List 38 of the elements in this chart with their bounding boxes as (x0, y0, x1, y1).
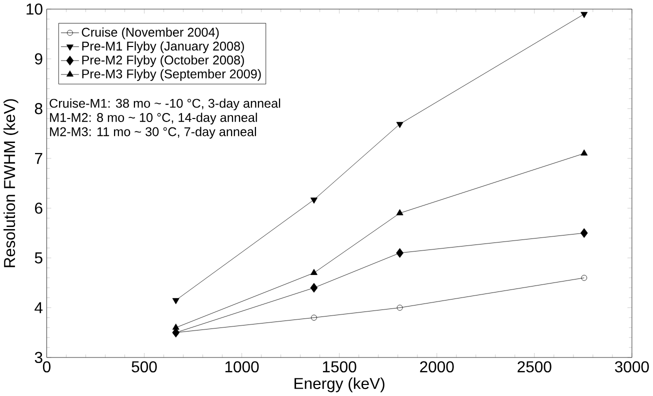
point (580, 12, 588, 18)
y-tick-label: 8 (34, 103, 42, 114)
y-axis-title: Resolution FWHM (keV) (4, 99, 18, 268)
x-axis-title: Energy (keV) (294, 378, 384, 392)
y-tick-label: 9 (34, 53, 42, 65)
legend-label: Pre-M1 Flyby (January 2008) (82, 41, 244, 54)
x-tick-label: 1000 (225, 361, 259, 373)
y-tick-label: 5 (34, 252, 42, 264)
point (396, 248, 404, 258)
point (172, 324, 180, 330)
x-tick-label: 500 (132, 361, 157, 373)
point (580, 228, 588, 238)
x-tick-label: 3000 (614, 361, 649, 373)
legend-label: Cruise (November 2004) (82, 28, 219, 40)
annotation: M2-M3: 11 mo ~ 30 °C, 7-day anneal (50, 127, 256, 139)
point (310, 269, 318, 276)
point (396, 209, 404, 216)
y-tick-label: 4 (34, 302, 43, 314)
point (396, 122, 404, 128)
x-tick-label: 2500 (518, 361, 552, 373)
y-tick-label: 3 (34, 352, 42, 364)
point (581, 275, 588, 281)
y-tick-label: 10 (26, 4, 42, 15)
x-tick-label: 0 (42, 361, 50, 373)
point (310, 198, 318, 204)
x-tick-label: 1500 (322, 361, 356, 373)
point (310, 283, 318, 293)
y-tick-label: 7 (35, 153, 42, 164)
legend-label: Pre-M3 Flyby (September 2009) (82, 69, 261, 82)
annotation: M1-M2: 8 mo ~ 10 °C, 14-day anneal (50, 112, 257, 125)
point (172, 298, 180, 304)
annotation: Cruise-M1: 38 mo ~ -10 °C, 3-day anneal (50, 98, 280, 110)
y-tick-label: 6 (35, 202, 42, 214)
legend-label: Pre-M2 Flyby (October 2008) (82, 55, 244, 68)
x-tick-label: 2000 (420, 361, 454, 373)
point (580, 150, 588, 156)
point (311, 314, 317, 321)
point (396, 304, 403, 311)
